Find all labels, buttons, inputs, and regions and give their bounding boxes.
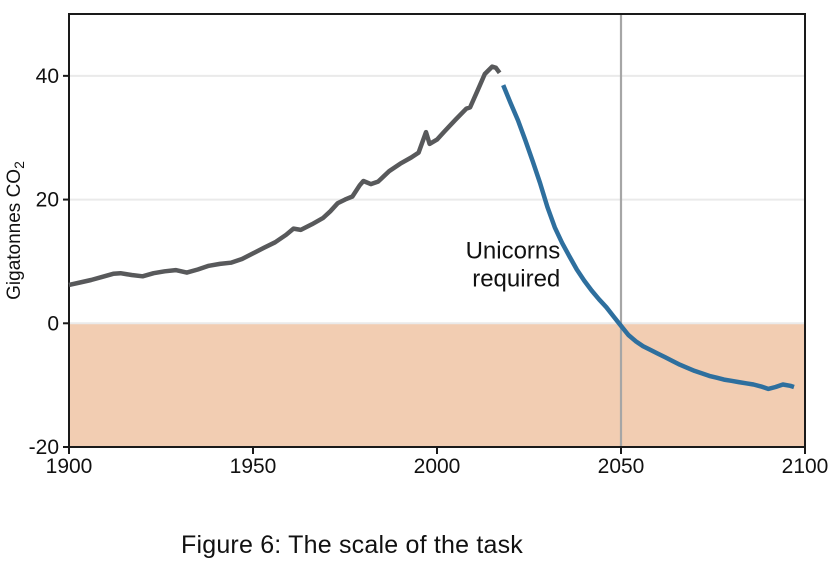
negative-emissions-region: [69, 323, 805, 447]
y-tick-label-20: 20: [36, 189, 59, 212]
x-tick-label-1950: 1950: [230, 455, 277, 478]
x-tick-label-2000: 2000: [414, 455, 461, 478]
x-tick-label-2050: 2050: [598, 455, 645, 478]
y-tick-label-0: 0: [47, 312, 59, 335]
y-tick-label-40: 40: [36, 65, 59, 88]
annotation-unicorns-line1: Unicorns: [466, 237, 561, 264]
required-pathway-line: [501, 84, 795, 392]
historical-emissions-line: [68, 64, 502, 288]
annotation-unicorns-line2: required: [472, 265, 560, 292]
y-axis-title: Gigatonnes CO2: [4, 161, 27, 300]
figure-caption: Figure 6: The scale of the task: [180, 531, 524, 559]
x-tick-label-2100: 2100: [782, 455, 829, 478]
x-tick-label-1900: 1900: [46, 455, 93, 478]
y-tick-label--20: -20: [29, 436, 59, 459]
